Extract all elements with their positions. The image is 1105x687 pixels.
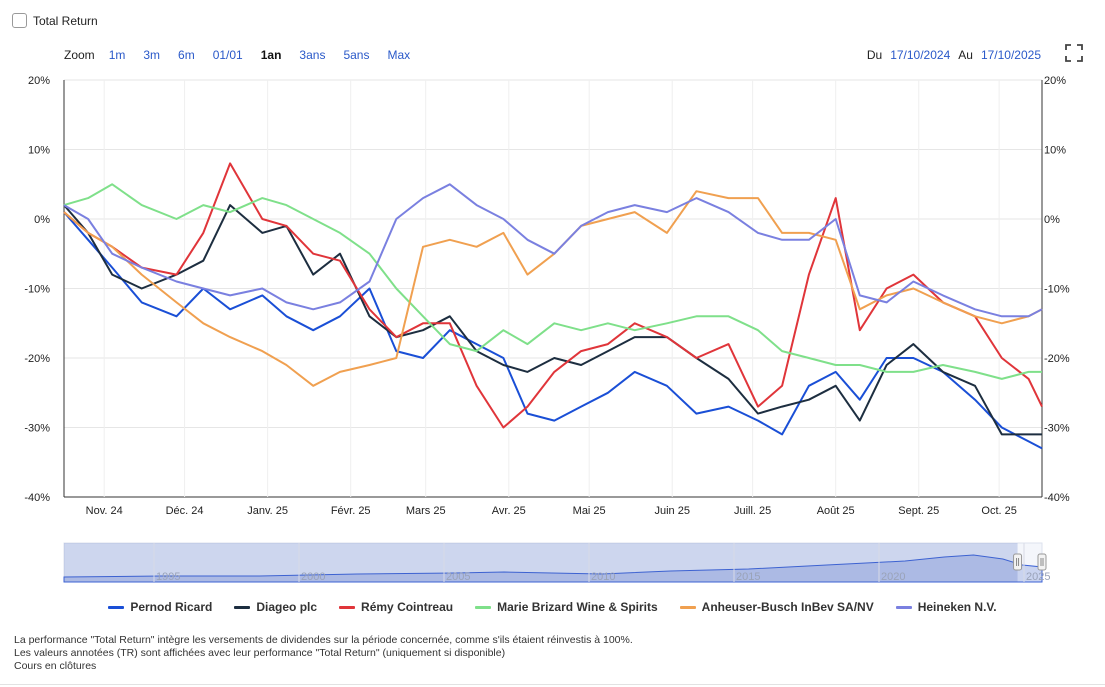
series-line-r-my-cointreau <box>63 162 1043 429</box>
x-tick-label: Oct. 25 <box>981 505 1016 517</box>
zoom-button-5y[interactable]: 5ans <box>343 48 370 62</box>
legend-swatch <box>234 605 251 609</box>
y-tick-label-left: -10% <box>24 284 50 296</box>
zoom-button-6m[interactable]: 6m <box>178 48 195 62</box>
series-line-marie-brizard-wine-spirits <box>63 183 1042 380</box>
x-tick-label: Déc. 24 <box>166 505 204 517</box>
x-tick-label: Août 25 <box>817 505 855 517</box>
legend-item-pernod-ricard[interactable]: Pernod Ricard <box>108 600 212 614</box>
legend-swatch <box>895 605 912 609</box>
from-date-input[interactable]: 17/10/2024 <box>890 48 951 62</box>
x-tick-label: Sept. 25 <box>898 505 939 517</box>
navigator-year-label: 2010 <box>591 571 615 583</box>
y-tick-label-left: -20% <box>24 353 50 365</box>
y-tick-label-right: 20% <box>1044 75 1066 87</box>
y-tick-label-right: 0% <box>1044 214 1060 226</box>
fullscreen-icon[interactable] <box>1065 44 1083 62</box>
legend-item-marie-brizard[interactable]: Marie Brizard Wine & Spirits <box>475 600 658 614</box>
zoom-button-1m[interactable]: 1m <box>108 48 126 62</box>
x-tick-label: Janv. 25 <box>247 505 288 517</box>
x-tick-label: Nov. 24 <box>86 505 123 517</box>
navigator-handle-left[interactable] <box>1013 553 1023 571</box>
x-tick-label: Juill. 25 <box>734 505 771 517</box>
x-tick-label: Mai 25 <box>573 505 606 517</box>
y-tick-label-left: 10% <box>28 145 50 157</box>
divider <box>0 684 1105 685</box>
legend-label: Marie Brizard Wine & Spirits <box>497 600 658 614</box>
y-tick-label-right: 10% <box>1044 145 1066 157</box>
y-tick-label-left: 20% <box>28 75 50 87</box>
x-tick-label: Févr. 25 <box>331 505 371 517</box>
legend-swatch <box>108 605 125 609</box>
zoom-button-ytd[interactable]: 01/01 <box>212 48 243 62</box>
footnotes: La performance "Total Return" intègre le… <box>14 634 633 673</box>
legend: Pernod Ricard Diageo plc Rémy Cointreau … <box>0 600 1105 614</box>
to-label: Au <box>958 48 973 62</box>
series-line-diageo-plc <box>63 204 1042 436</box>
navigator-year-label: 2000 <box>301 571 325 583</box>
legend-swatch <box>339 605 356 609</box>
zoom-button-1y[interactable]: 1an <box>260 48 282 62</box>
total-return-label: Total Return <box>33 13 98 28</box>
legend-item-diageo[interactable]: Diageo plc <box>234 600 317 614</box>
navigator-year-label: 2020 <box>881 571 905 583</box>
navigator-year-label: 2025 <box>1026 571 1050 583</box>
zoom-button-3m[interactable]: 3m <box>143 48 161 62</box>
legend-label: Anheuser-Busch InBev SA/NV <box>701 600 874 614</box>
footnote-total-return: La performance "Total Return" intègre le… <box>14 634 633 646</box>
y-tick-label-right: -40% <box>1044 492 1070 504</box>
y-tick-label-left: -30% <box>24 423 50 435</box>
zoom-button-max[interactable]: Max <box>387 48 411 62</box>
legend-swatch <box>679 605 696 609</box>
footnote-closing-prices: Cours en clôtures <box>14 660 97 672</box>
y-tick-label-right: -20% <box>1044 353 1070 365</box>
performance-chart: 20% 20% 10% 10% 0% 0% -10% -10% -20% -20% -30% -30%… <box>24 75 1070 583</box>
footnote-annotated-values: Les valeurs annotées (TR) sont affichées… <box>14 647 506 659</box>
navigator-year-label: 2005 <box>446 571 470 583</box>
legend-item-heineken[interactable]: Heineken N.V. <box>895 600 997 614</box>
series-line-heineken-n-v- <box>63 183 1043 318</box>
y-tick-label-right: -30% <box>1044 423 1070 435</box>
date-range: Du 17/10/2024 Au 17/10/2025 <box>867 48 1041 62</box>
from-label: Du <box>866 48 883 62</box>
series-lines <box>63 162 1043 450</box>
total-return-toggle[interactable]: Total Return <box>12 13 98 28</box>
zoom-label: Zoom <box>64 48 95 62</box>
legend-item-ab-inbev[interactable]: Anheuser-Busch InBev SA/NV <box>679 600 874 614</box>
total-return-checkbox[interactable] <box>12 13 27 28</box>
navigator[interactable]: 1995 2000 2005 2010 2015 2020 2025 <box>63 542 1050 583</box>
navigator-year-label: 2015 <box>736 571 760 583</box>
grid-lines <box>64 79 1042 498</box>
legend-label: Rémy Cointreau <box>361 600 454 614</box>
y-tick-label-right: -10% <box>1044 284 1070 296</box>
navigator-handle-right[interactable] <box>1037 553 1047 571</box>
legend-swatch <box>475 605 492 609</box>
y-tick-label-left: -40% <box>24 492 50 504</box>
x-tick-label: Juin 25 <box>654 505 689 517</box>
y-tick-label-left: 0% <box>34 214 50 226</box>
zoom-button-3y[interactable]: 3ans <box>299 48 326 62</box>
series-line-pernod-ricard <box>63 211 1043 450</box>
to-date-input[interactable]: 17/10/2025 <box>980 48 1041 62</box>
navigator-year-label: 1995 <box>156 571 180 583</box>
axes: 20% 20% 10% 10% 0% 0% -10% -10% -20% -20% -30% -30%… <box>24 75 1070 517</box>
x-tick-label: Mars 25 <box>406 505 446 517</box>
legend-label: Pernod Ricard <box>130 600 213 614</box>
legend-label: Heineken N.V. <box>917 600 997 614</box>
legend-item-remy-cointreau[interactable]: Rémy Cointreau <box>339 600 453 614</box>
zoom-bar: Zoom 1m 3m 6m 01/01 1an 3ans 5ans Max <box>64 48 428 62</box>
x-tick-label: Avr. 25 <box>492 505 526 517</box>
legend-label: Diageo plc <box>256 600 318 614</box>
navigator-mask <box>64 543 1018 582</box>
